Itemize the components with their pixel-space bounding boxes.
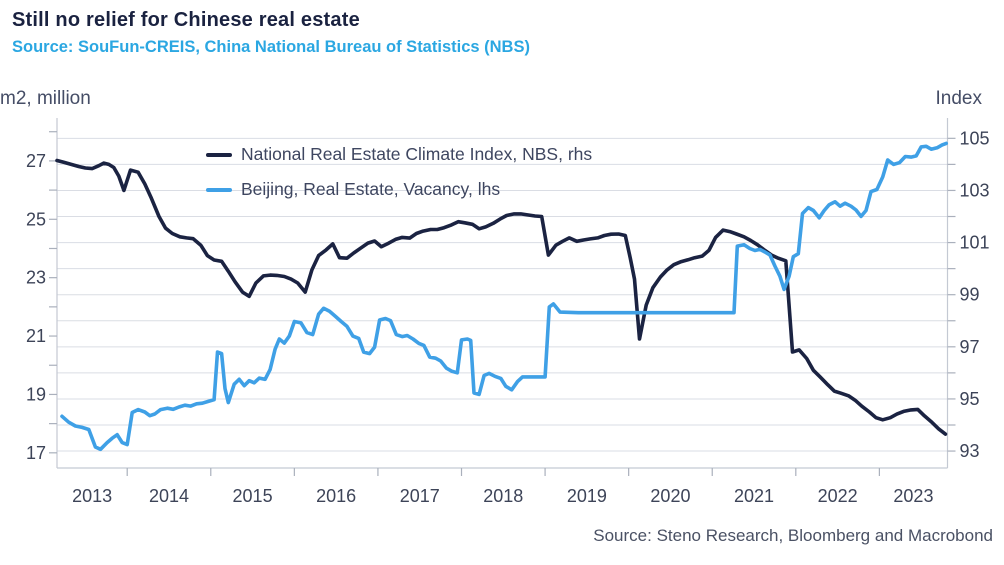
x-axis-year-label: 2020 [650,486,690,506]
page-title: Still no relief for Chinese real estate [12,9,360,31]
left-axis-tick-label: 27 [26,151,46,171]
right-axis-tick-label: 101 [960,233,990,253]
left-axis-tick-label: 17 [26,443,46,463]
blue-line-swatch-icon [206,187,232,192]
series-line-1 [60,141,949,452]
right-axis-tick-label: 93 [960,441,980,461]
navy-line-swatch-icon [206,152,232,157]
right-axis-tick-label: 103 [960,180,990,200]
x-axis-year-label: 2019 [567,486,607,506]
x-axis-year-label: 2014 [149,486,189,506]
left-axis-tick-label: 21 [26,326,46,346]
x-axis-year-label: 2022 [818,486,858,506]
legend-label: National Real Estate Climate Index, NBS,… [241,144,593,164]
right-axis-tick-label: 95 [960,389,980,409]
x-axis-year-label: 2021 [734,486,774,506]
x-axis-year-label: 2016 [316,486,356,506]
right-axis-unit-label: Index [935,88,982,109]
footer-source-note: Source: Steno Research, Bloomberg and Ma… [593,526,993,545]
legend-item-climate-index: National Real Estate Climate Index, NBS,… [206,137,592,172]
left-axis-tick-label: 19 [26,384,46,404]
x-axis-year-label: 2015 [233,486,273,506]
x-axis-year-label: 2023 [893,486,933,506]
right-axis-tick-label: 97 [960,337,980,357]
x-axis-year-label: 2018 [483,486,523,506]
left-axis-tick-label: 23 [26,268,46,288]
right-axis-tick-label: 99 [960,285,980,305]
data-source-subtitle: Source: SouFun-CREIS, China National Bur… [12,38,530,56]
legend-label: Beijing, Real Estate, Vacancy, lhs [241,179,501,199]
x-axis-year-label: 2013 [72,486,112,506]
chart-legend: National Real Estate Climate Index, NBS,… [206,137,592,207]
right-axis-tick-label: 105 [960,128,990,148]
x-axis-year-label: 2017 [400,486,440,506]
left-axis-tick-label: 25 [26,209,46,229]
left-axis-unit-label: m2, million [0,88,91,109]
series-line-0 [55,158,948,436]
legend-item-beijing-vacancy: Beijing, Real Estate, Vacancy, lhs [206,172,592,207]
